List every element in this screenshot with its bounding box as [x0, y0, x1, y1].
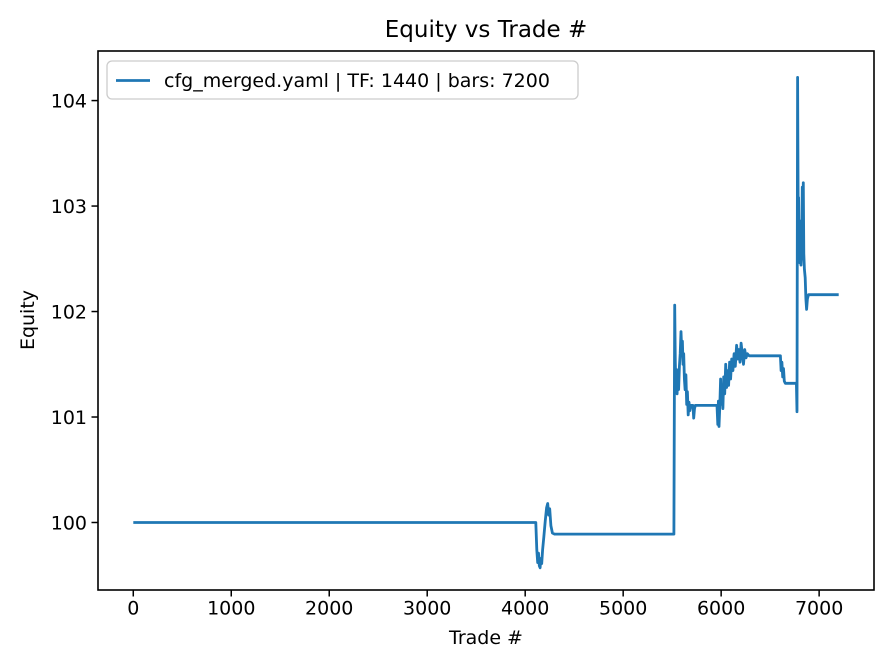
equity-line-series — [133, 76, 839, 570]
x-tick-label: 7000 — [795, 598, 843, 620]
x-tick-label: 4000 — [501, 598, 549, 620]
x-tick-label: 3000 — [403, 598, 451, 620]
axis-ticks: 0 1000 2000 3000 4000 5000 6000 7000 100 101 102 10… — [51, 91, 844, 620]
y-tick-label: 100 — [51, 512, 87, 534]
legend: cfg_merged.yaml | TF: 1440 | bars: 7200 — [106, 60, 579, 100]
y-tick-label: 102 — [51, 302, 87, 324]
y-tick-label: 104 — [51, 91, 87, 113]
x-tick-label: 6000 — [697, 598, 745, 620]
plot-area-border — [97, 50, 875, 591]
x-tick-label: 5000 — [599, 598, 647, 620]
legend-label: cfg_merged.yaml | TF: 1440 | bars: 7200 — [164, 70, 550, 92]
x-tick-label: 1000 — [207, 598, 255, 620]
x-tick-label: 2000 — [305, 598, 353, 620]
y-tick-label: 103 — [51, 196, 87, 218]
chart-title: Equity vs Trade # — [385, 17, 588, 43]
x-tick-label: 0 — [127, 598, 139, 620]
legend-box — [106, 60, 579, 100]
y-axis-label: Equity — [17, 290, 39, 350]
y-tick-label: 101 — [51, 407, 87, 429]
x-axis-label: Trade # — [448, 627, 523, 649]
